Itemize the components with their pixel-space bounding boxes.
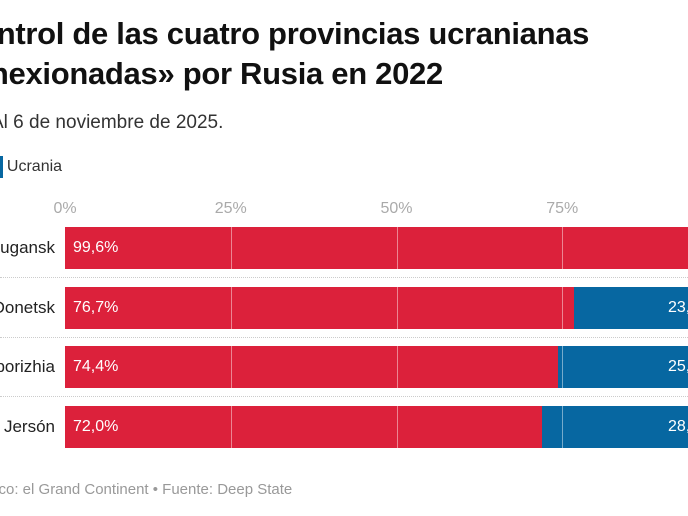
data-label: 23,3% <box>668 299 688 316</box>
legend-item-ucrania: Ucrania <box>0 156 62 178</box>
bar-ucrania <box>573 287 688 329</box>
x-tick-label: 0% <box>53 200 77 217</box>
data-label: 99,6% <box>73 239 119 256</box>
data-label: 28,0% <box>668 418 688 435</box>
category-label: Lugansk <box>0 238 55 257</box>
gridline <box>396 287 398 329</box>
chart-title: Control de las cuatro provincias ucrania… <box>0 14 688 94</box>
legend: Rusia Ucrania <box>0 156 72 178</box>
gridline <box>562 227 564 269</box>
gridline <box>230 346 232 388</box>
gridline <box>562 346 564 388</box>
row-separator <box>0 337 688 338</box>
bar-ucrania <box>558 346 688 388</box>
row-separator <box>0 396 688 397</box>
category-label: Donetsk <box>0 298 55 317</box>
x-tick-label: 50% <box>380 200 413 217</box>
bar-rusia <box>65 406 543 448</box>
bar-rusia <box>65 287 574 329</box>
gridline <box>230 287 232 329</box>
category-label: Jersón <box>3 417 55 436</box>
bar-rusia <box>65 346 559 388</box>
chart-title-line-1: Control de las cuatro provincias ucrania… <box>0 16 590 51</box>
data-label: 74,4% <box>73 358 119 375</box>
data-label: 76,7% <box>73 299 119 316</box>
chart-title-line-2: «anexionadas» por Rusia en 2022 <box>0 56 443 91</box>
row-separator <box>0 277 688 278</box>
bar-ucrania <box>542 406 688 448</box>
gridline <box>562 287 564 329</box>
gridline <box>396 346 398 388</box>
x-tick-label: 25% <box>214 200 247 217</box>
gridline <box>230 227 232 269</box>
x-tick-label: 75% <box>546 200 579 217</box>
gridline <box>562 406 564 448</box>
chart-subtitle: Al 6 de noviembre de 2025. <box>0 112 224 133</box>
data-label: 25,6% <box>668 358 688 375</box>
bar-rusia <box>65 227 688 269</box>
gridline <box>396 406 398 448</box>
gridline <box>396 227 398 269</box>
legend-label-ucrania: Ucrania <box>6 158 63 175</box>
category-label: Zaporizhia <box>0 357 55 376</box>
gridline <box>230 406 232 448</box>
chart-footer: Gráfico: el Grand Continent • Fuente: De… <box>0 481 293 498</box>
legend-swatch-ucrania <box>0 156 3 178</box>
data-label: 72,0% <box>73 418 119 435</box>
